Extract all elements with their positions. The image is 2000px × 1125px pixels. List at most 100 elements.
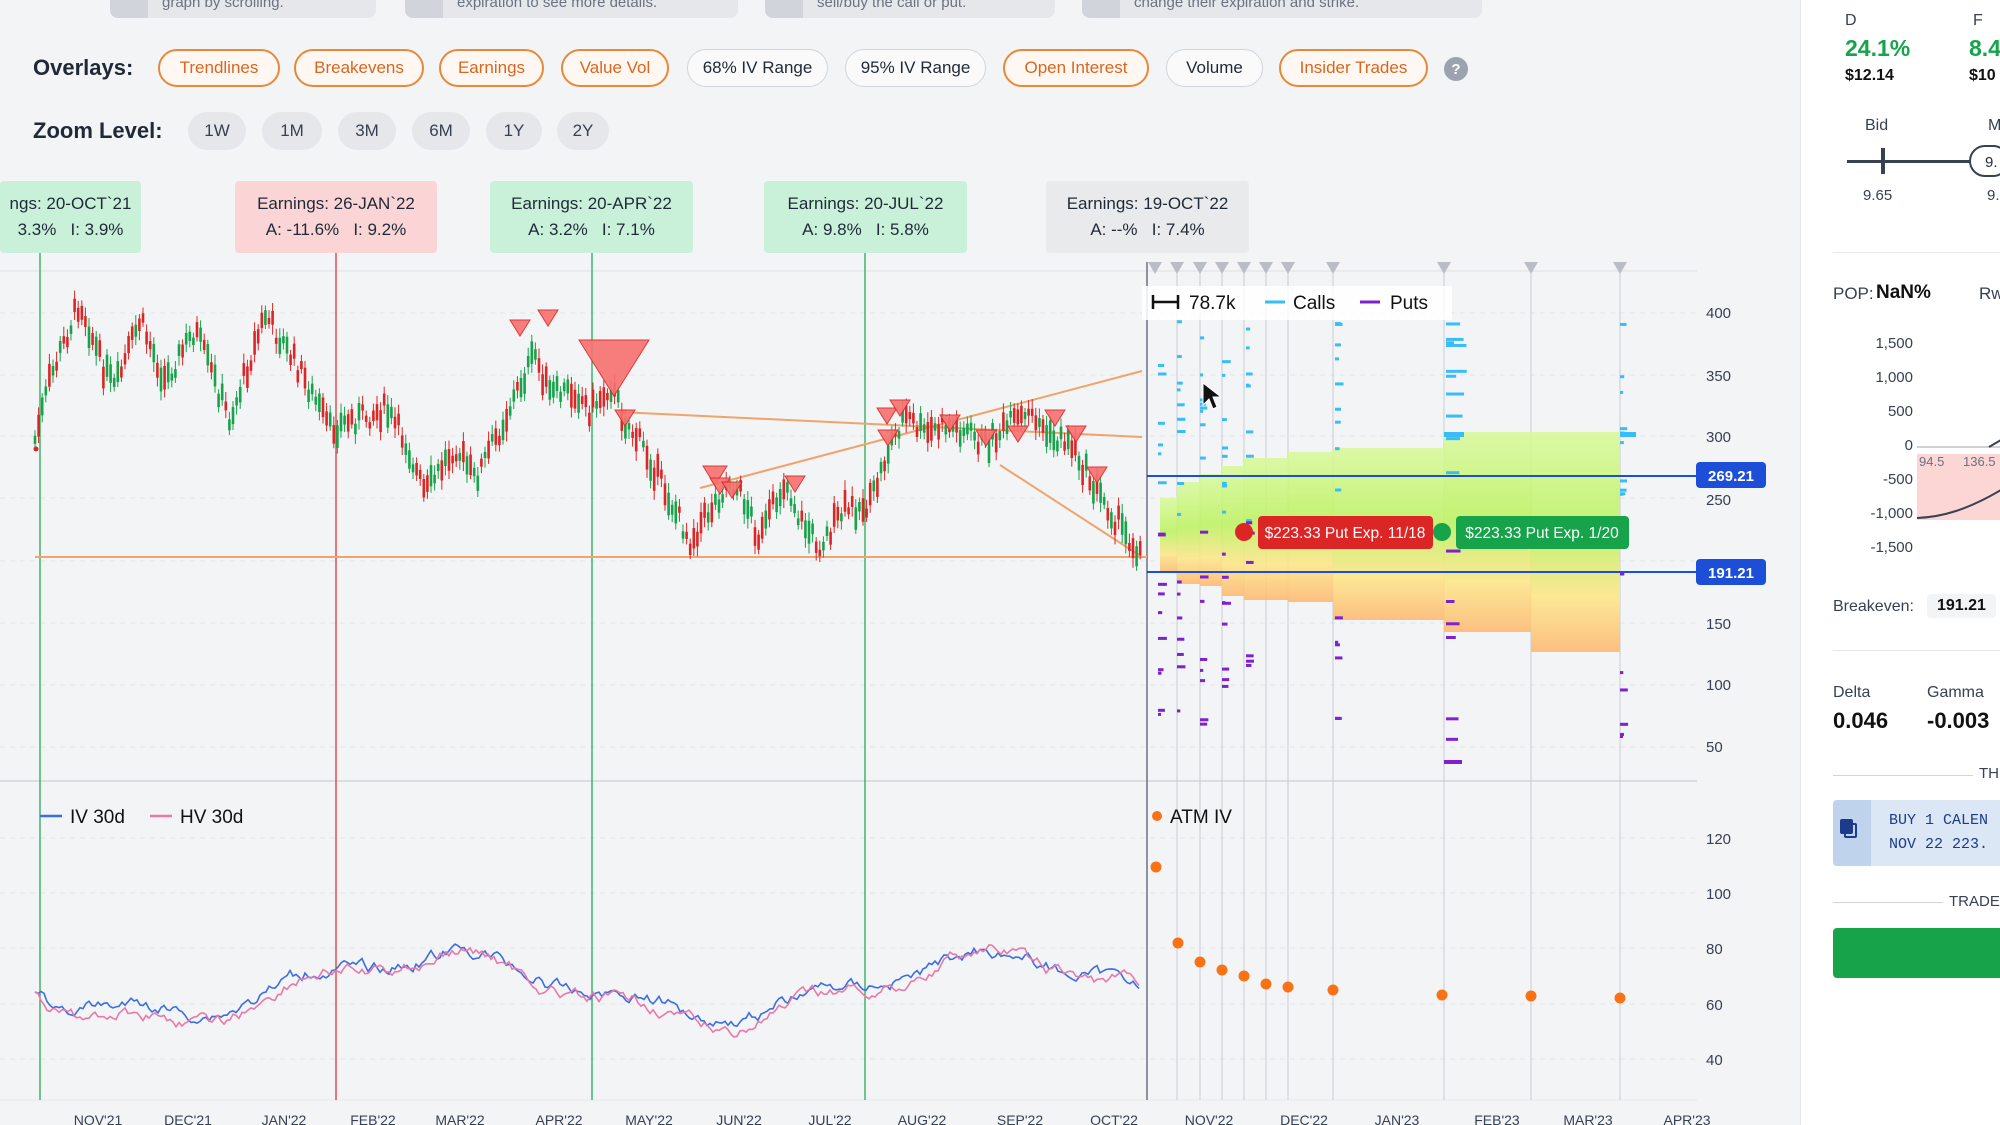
candle-body xyxy=(357,403,361,421)
overlay-earnings-button[interactable]: Earnings xyxy=(439,49,544,87)
earnings-card[interactable]: Earnings: 26-JAN`22 A: -11.6% I: 9.2% xyxy=(235,181,437,253)
candle-body xyxy=(703,502,706,518)
zoom-3m-button[interactable]: 3M xyxy=(338,112,396,150)
call-oi-bar xyxy=(1200,336,1205,340)
overlay-value-vol-button[interactable]: Value Vol xyxy=(561,49,669,87)
candle-body xyxy=(746,500,750,519)
tip-card[interactable]: change their expiration and strike. xyxy=(1082,0,1482,18)
call-oi-bar xyxy=(1200,423,1206,427)
price-chart[interactable] xyxy=(0,0,1800,1125)
candle-body xyxy=(177,344,181,356)
zoom-2y-button[interactable]: 2Y xyxy=(557,112,609,150)
put-oi-bar xyxy=(1158,611,1163,615)
zoom-1m-button[interactable]: 1M xyxy=(262,112,322,150)
earnings-card[interactable]: Earnings: 20-APR`22 A: 3.2% I: 7.1% xyxy=(490,181,693,253)
candle-body xyxy=(937,424,940,440)
put-oi-bar xyxy=(1335,640,1339,644)
candle-body xyxy=(494,428,498,445)
candle-body xyxy=(1138,541,1142,555)
earnings-title: Earnings: 20-JUL`22 xyxy=(787,194,944,213)
zoom-1y-button[interactable]: 1Y xyxy=(486,112,542,150)
candle-body xyxy=(1052,430,1056,451)
candle-body xyxy=(1012,408,1016,423)
zoom-6m-button[interactable]: 6M xyxy=(412,112,470,150)
overlay-open-interest-button[interactable]: Open Interest xyxy=(1003,49,1149,87)
earnings-card[interactable]: Earnings: 20-JUL`22 A: 9.8% I: 5.8% xyxy=(764,181,967,253)
put-oi-bar xyxy=(1177,665,1186,669)
candle-body xyxy=(742,499,746,515)
put-oi-bar xyxy=(1246,659,1254,663)
candle-body xyxy=(487,440,490,459)
candle-body xyxy=(393,416,397,429)
put-oi-bar xyxy=(1222,622,1228,626)
earnings-card[interactable]: ngs: 20-OCT`21 3.3% I: 3.9% xyxy=(0,181,141,253)
pl-chart[interactable]: 94.5 136.5 xyxy=(1917,330,2000,570)
candle-body xyxy=(400,435,404,448)
call-oi-bar xyxy=(1335,357,1339,361)
expiration-marker xyxy=(1237,262,1251,274)
help-icon[interactable]: ? xyxy=(1444,57,1468,81)
bid-value: 9.65 xyxy=(1863,187,1893,204)
candle-body xyxy=(447,448,451,471)
candle-body xyxy=(94,336,98,356)
call-oi-bar xyxy=(1335,322,1343,326)
atm-iv-point xyxy=(1282,981,1294,993)
candle-body xyxy=(1081,464,1084,486)
call-oi-bar xyxy=(1177,320,1182,324)
candle-body xyxy=(624,418,627,439)
overlay-insider-trades-button[interactable]: Insider Trades xyxy=(1279,49,1428,87)
tip-card[interactable]: expiration to see more details. xyxy=(405,0,738,18)
candle-body xyxy=(688,543,692,556)
candle-body xyxy=(454,454,458,462)
trendline xyxy=(999,464,1143,558)
earnings-card[interactable]: Earnings: 19-OCT`22 A: --% I: 7.4% xyxy=(1046,181,1249,253)
value-vol-block xyxy=(1177,482,1200,584)
candle-body xyxy=(526,355,530,368)
candle-body xyxy=(1056,440,1059,452)
candle-body xyxy=(598,390,602,408)
candle-body xyxy=(1005,420,1009,434)
candle-body xyxy=(1099,482,1102,503)
candle-body xyxy=(1074,435,1077,456)
call-oi-bar xyxy=(1620,427,1628,431)
pl-tick: 0 xyxy=(1904,437,1913,454)
zoom-1w-button[interactable]: 1W xyxy=(188,112,246,150)
tip-card[interactable]: graph by scrolling. xyxy=(110,0,376,18)
candle-body xyxy=(580,396,584,404)
call-oi-bar xyxy=(1446,337,1464,341)
candle-body xyxy=(897,431,901,439)
candle-body xyxy=(1066,429,1070,450)
overlay-volume-button[interactable]: Volume xyxy=(1166,49,1263,87)
earnings-title: Earnings: 19-OCT`22 xyxy=(1066,194,1229,213)
price-slider-track[interactable] xyxy=(1847,160,2000,163)
put-oi-bar xyxy=(1177,652,1184,656)
overlay-68-iv-range-button[interactable]: 68% IV Range xyxy=(687,49,828,87)
candle-body xyxy=(710,502,714,523)
trade-button[interactable] xyxy=(1833,928,2000,978)
column-f-percent: 8.4 xyxy=(1969,35,2000,61)
put-oi-bar xyxy=(1446,636,1456,640)
candle-body xyxy=(249,360,253,371)
candle-body xyxy=(368,422,372,429)
candle-body xyxy=(674,501,678,524)
put-oi-bar xyxy=(1177,580,1182,584)
overlay-95-iv-range-button[interactable]: 95% IV Range xyxy=(845,49,986,87)
tip-card[interactable]: sell/buy the call or put. xyxy=(765,0,1055,18)
put-oi-bar xyxy=(1200,657,1208,661)
candle-body xyxy=(573,389,577,409)
candle-body xyxy=(300,361,303,370)
call-oi-bar xyxy=(1200,373,1204,377)
candle-body xyxy=(321,397,325,418)
candle-body xyxy=(148,341,152,350)
overlay-trendlines-button[interactable]: Trendlines xyxy=(158,49,280,87)
candle-body xyxy=(199,327,202,342)
candle-body xyxy=(163,365,166,390)
candle-body xyxy=(634,428,638,452)
candle-body xyxy=(220,383,224,401)
call-oi-bar xyxy=(1246,430,1254,434)
insider-trade-marker xyxy=(614,409,636,427)
call-oi-bar xyxy=(1246,346,1250,350)
put-oi-bar xyxy=(1177,637,1185,641)
price-slider-knob[interactable]: 9. xyxy=(1969,145,2000,177)
overlay-breakevens-button[interactable]: Breakevens xyxy=(294,49,424,87)
